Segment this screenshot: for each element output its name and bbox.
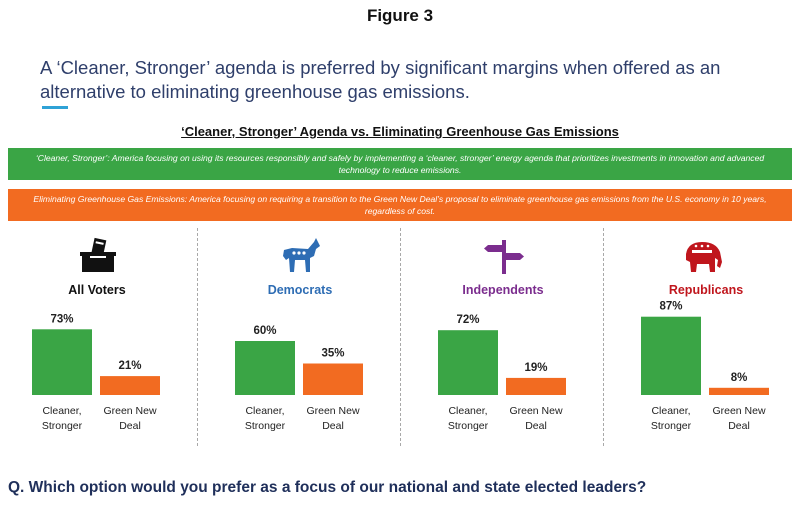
ballot-box-icon [80, 237, 116, 272]
category-label-line: Cleaner, [42, 405, 82, 417]
panel-divider [197, 228, 198, 446]
category-label-line: Green New [712, 405, 766, 417]
bar-value-label: 87% [659, 301, 682, 313]
bar-value-label: 60% [253, 325, 276, 337]
category-label-line: Stronger [244, 420, 286, 432]
bar-all-voters-green-new-deal [100, 376, 160, 395]
category-label-line: Deal [728, 420, 750, 432]
category-label: Cleaner, Stronger [230, 404, 300, 434]
category-label-line: Cleaner, [448, 405, 488, 417]
survey-question: Q. Which option would you prefer as a fo… [8, 479, 647, 496]
category-label-line: Cleaner, [651, 405, 691, 417]
group-label-democrats: Democrats [267, 283, 333, 297]
category-label-line: Green New [103, 405, 157, 417]
category-label: Green New Deal [95, 404, 165, 434]
chart-title: ‘Cleaner, Stronger’ Agenda vs. Eliminati… [181, 124, 619, 139]
panel-divider [603, 228, 604, 446]
bar-republicans-green-new-deal [709, 387, 769, 395]
bar-value-label: 35% [321, 348, 344, 360]
bar-independents-green-new-deal [506, 377, 566, 395]
bar-independents-cleaner-stronger [438, 330, 498, 395]
category-label: Cleaner, Stronger [27, 404, 97, 434]
group-label-independents: Independents [462, 283, 544, 297]
donkey-icon [283, 238, 320, 272]
elephant-icon [686, 242, 722, 272]
category-label-line: Deal [525, 420, 547, 432]
category-label: Green New Deal [704, 404, 774, 434]
category-label: Green New Deal [501, 404, 571, 434]
bar-republicans-cleaner-stronger [641, 316, 701, 395]
figure-label: Figure 3 [366, 6, 434, 25]
bar-democrats-green-new-deal [303, 363, 363, 395]
category-label: Cleaner, Stronger [433, 404, 503, 434]
headline-accent-rule [42, 106, 68, 109]
headline: A ‘Cleaner, Stronger’ agenda is preferre… [40, 57, 721, 102]
category-label-line: Deal [119, 420, 141, 432]
category-label-line: Stronger [447, 420, 489, 432]
bar-all-voters-cleaner-stronger [32, 329, 92, 395]
bar-value-label: 8% [731, 372, 748, 384]
bar-value-label: 21% [118, 360, 141, 372]
cleaner-stronger-definition: ‘Cleaner, Stronger’: America focusing on… [8, 148, 792, 180]
bar-value-label: 72% [456, 314, 479, 326]
bar-value-label: 19% [524, 362, 547, 374]
category-label-line: Deal [322, 420, 344, 432]
group-label-republicans: Republicans [668, 283, 744, 297]
panel-divider [400, 228, 401, 446]
group-label-all-voters: All Voters [68, 283, 126, 297]
category-label-line: Stronger [41, 420, 83, 432]
bar-democrats-cleaner-stronger [235, 341, 295, 395]
signpost-icon [484, 240, 524, 274]
category-label-line: Green New [509, 405, 563, 417]
category-label: Green New Deal [298, 404, 368, 434]
category-label-line: Cleaner, [245, 405, 285, 417]
category-label-line: Green New [306, 405, 360, 417]
bar-value-label: 73% [50, 313, 73, 325]
category-label: Cleaner, Stronger [636, 404, 706, 434]
eliminating-emissions-definition: Eliminating Greenhouse Gas Emissions: Am… [8, 189, 792, 221]
category-label-line: Stronger [650, 420, 692, 432]
